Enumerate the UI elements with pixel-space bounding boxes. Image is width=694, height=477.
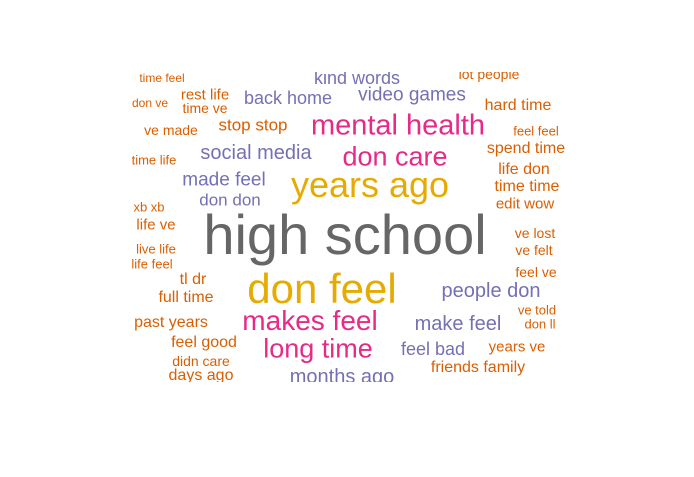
- word-rest-life: rest life: [180, 86, 230, 104]
- word-edit-wow: edit wow: [495, 195, 555, 213]
- word-mental-health: mental health: [310, 109, 486, 142]
- word-years-ago: years ago: [290, 164, 450, 205]
- word-don-care: don care: [342, 141, 448, 172]
- word-lot-people: lot people: [458, 72, 520, 82]
- word-live-life: live life: [136, 241, 176, 257]
- word-life-don: life don: [498, 161, 550, 178]
- word-don-don: don don: [199, 190, 261, 210]
- word-people-don: people don: [441, 280, 541, 302]
- word-social-media: social media: [200, 142, 312, 164]
- word-tl-dr: tl dr: [179, 271, 207, 288]
- word-didn-care: didn care: [172, 353, 230, 369]
- word-feel-feel: feel feel: [513, 123, 559, 139]
- word-stop-stop: stop stop: [218, 115, 288, 135]
- word-spend-time: spend time: [486, 140, 566, 157]
- word-high-school: high school: [203, 203, 487, 266]
- word-ve-told: ve told: [517, 302, 557, 318]
- word-friends-family: friends family: [430, 359, 526, 376]
- word-video-games: video games: [358, 84, 466, 106]
- word-time-time: time time: [494, 178, 560, 195]
- word-back-home: back home: [243, 88, 333, 108]
- word-long-time: long time: [263, 333, 373, 364]
- word-months-ago: months ago: [289, 366, 395, 382]
- word-don-ve: don ve: [131, 96, 169, 110]
- word-don-feel: don feel: [247, 265, 397, 312]
- word-feel-ve: feel ve: [515, 264, 557, 280]
- word-life-feel: life feel: [131, 256, 173, 272]
- word-feel-good: feel good: [171, 334, 237, 351]
- word-hard-time: hard time: [484, 97, 552, 114]
- word-full-time: full time: [158, 289, 214, 306]
- word-made-feel: made feel: [182, 169, 266, 191]
- word-ve-made: ve made: [144, 122, 198, 138]
- word-life-ve: life ve: [136, 216, 176, 234]
- word-past-years: past years: [134, 314, 208, 331]
- word-time-life: time life: [131, 152, 177, 168]
- word-don-ll: don ll: [524, 316, 556, 332]
- word-make-feel: make feel: [414, 313, 502, 335]
- word-time-ve: time ve: [182, 100, 228, 116]
- word-days-ago: days ago: [168, 367, 234, 383]
- word-feel-bad: feel bad: [400, 339, 466, 359]
- word-makes-feel: makes feel: [242, 305, 378, 336]
- word-ve-lost: ve lost: [514, 225, 556, 241]
- word-time-feel: time feel: [139, 72, 185, 85]
- word-kind-words: kind words: [313, 72, 401, 88]
- word-xb-xb: xb xb: [133, 199, 165, 215]
- word-years-ve: years ve: [488, 338, 546, 356]
- word-cloud-area: high school don feel years ago mental healt…: [100, 72, 580, 382]
- word-ve-felt: ve felt: [515, 242, 553, 258]
